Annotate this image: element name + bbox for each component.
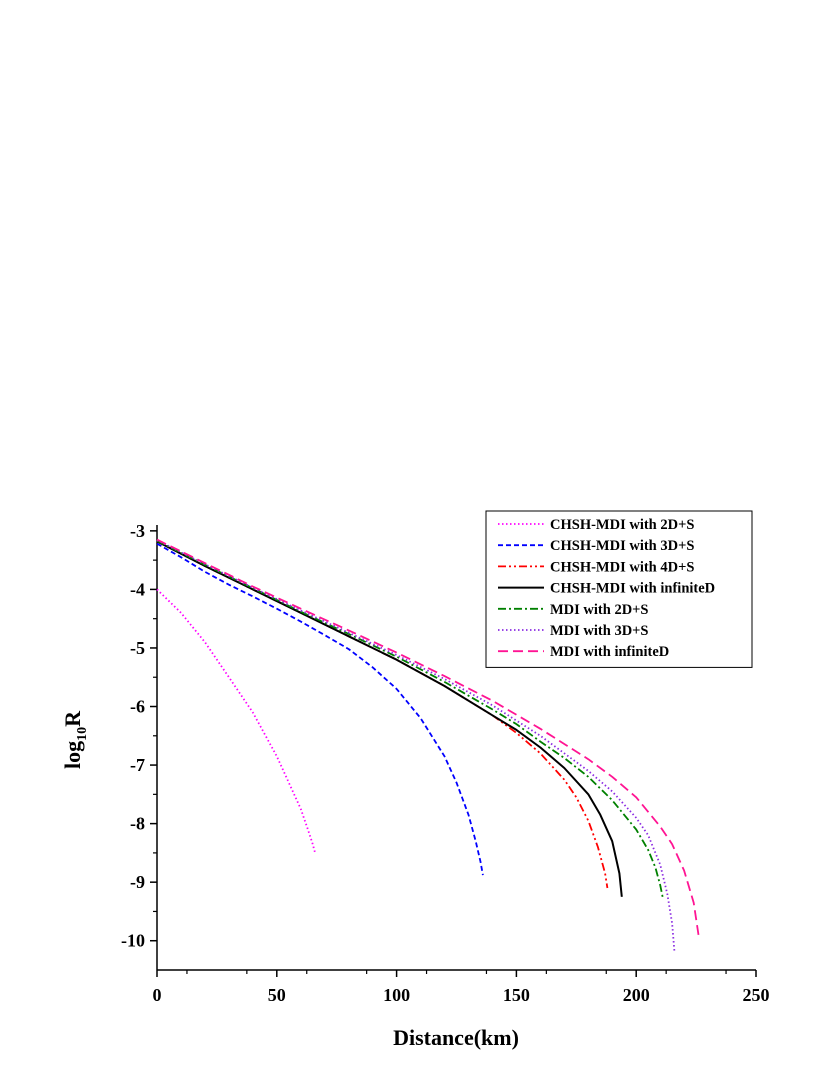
y-tick-label: -4 (130, 579, 145, 599)
legend-label-5: MDI with 2D+S (550, 602, 649, 618)
legend-label-6: MDI with 3D+S (550, 623, 649, 639)
axes: 0 50 100 150 200 250 -3 -4 -5 -6 -7 -8 -9 -10 (121, 521, 770, 1005)
y-axis-title: log10R (60, 710, 90, 769)
series-line-1 (156, 588, 316, 854)
legend-label-3: CHSH-MDI with 4D+S (550, 559, 694, 575)
y-tick-label: -7 (130, 755, 145, 775)
series-line-7 (156, 538, 700, 936)
x-axis-title: Distance(km) (393, 1025, 519, 1050)
x-tick-label: 250 (743, 985, 770, 1005)
x-tick-label: 50 (268, 985, 286, 1005)
y-tick-label: -5 (130, 638, 145, 658)
legend-label-2: CHSH-MDI with 3D+S (550, 538, 694, 554)
series-line-6 (156, 539, 676, 953)
x-tick-label: 100 (383, 985, 410, 1005)
y-tick-label: -9 (130, 872, 145, 892)
y-tick-label: -3 (130, 521, 145, 541)
legend: CHSH-MDI with 2D+S CHSH-MDI with 3D+S CHSH… (485, 510, 753, 668)
series-line-4 (156, 540, 623, 897)
series-line-2 (156, 542, 484, 876)
y-tick-label: -10 (121, 931, 145, 951)
legend-label-7: MDI with infiniteD (550, 644, 669, 660)
series-lines (156, 538, 700, 953)
y-tick-label: -8 (130, 814, 145, 834)
legend-label-1: CHSH-MDI with 2D+S (550, 517, 694, 533)
y-axis-title-main: log (60, 741, 85, 769)
series-line-5 (156, 539, 664, 897)
x-tick-label: 150 (503, 985, 530, 1005)
legend-box (485, 510, 753, 668)
legend-label-4: CHSH-MDI with infiniteD (550, 581, 715, 597)
x-tick-label: 0 (153, 985, 162, 1005)
y-tick-label: -6 (130, 697, 145, 717)
y-axis-title-tail: R (60, 710, 85, 727)
x-tick-label: 200 (623, 985, 650, 1005)
y-axis-title-subscript: 10 (75, 727, 90, 741)
